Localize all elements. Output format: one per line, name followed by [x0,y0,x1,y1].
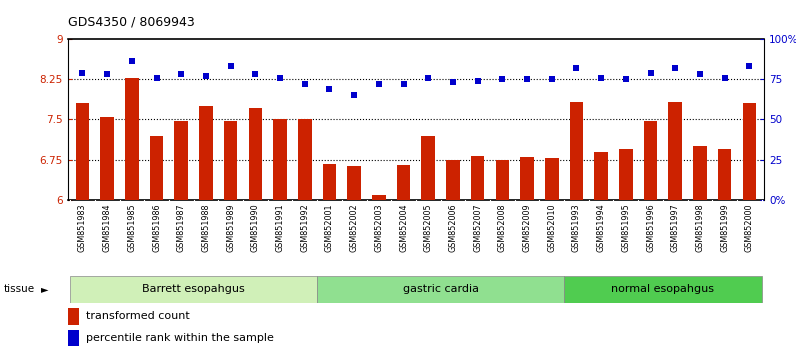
Point [200,73,213,79]
Point [471,78,484,84]
Point [595,75,607,80]
Point [175,72,188,77]
Text: GSM851987: GSM851987 [177,203,185,252]
Bar [76,103,89,200]
Bar [619,149,633,200]
Text: GSM851994: GSM851994 [597,203,606,252]
Bar [372,195,385,200]
Bar [248,108,262,200]
Text: normal esopahgus: normal esopahgus [611,284,714,295]
Point [224,63,237,69]
Bar [150,136,163,200]
Bar [100,117,114,200]
Text: GSM852003: GSM852003 [374,203,384,252]
Point [397,81,410,87]
Bar [595,152,608,200]
Point [496,76,509,82]
Bar [693,146,707,200]
Bar [125,78,139,200]
Text: GSM851986: GSM851986 [152,203,161,252]
Text: GSM852007: GSM852007 [473,203,482,252]
Text: GSM851993: GSM851993 [572,203,581,252]
Bar [545,158,559,200]
Bar [447,160,460,200]
Text: GSM852004: GSM852004 [399,203,408,252]
Text: gastric cardia: gastric cardia [403,284,478,295]
Text: GSM851995: GSM851995 [622,203,630,252]
Text: GDS4350 / 8069943: GDS4350 / 8069943 [68,16,194,29]
Bar [570,102,583,200]
Text: GSM852009: GSM852009 [522,203,532,252]
Point [76,70,89,76]
Bar [68,308,79,325]
Text: GSM851997: GSM851997 [671,203,680,252]
Point [249,72,262,77]
Point [545,76,558,82]
Point [644,70,657,76]
Bar [70,276,317,303]
Bar [496,160,509,200]
Text: GSM852008: GSM852008 [498,203,507,252]
Point [323,86,336,92]
Bar [421,136,435,200]
Bar [273,119,287,200]
Bar [396,165,411,200]
Text: GSM852006: GSM852006 [448,203,458,252]
Point [274,75,287,80]
Text: GSM851998: GSM851998 [696,203,704,252]
Point [718,75,731,80]
Point [521,76,533,82]
Text: percentile rank within the sample: percentile rank within the sample [86,333,274,343]
Bar [298,119,311,200]
Text: GSM852010: GSM852010 [548,203,556,252]
Point [126,59,139,64]
Text: tissue: tissue [4,284,35,295]
Bar [644,121,657,200]
Text: GSM851983: GSM851983 [78,203,87,252]
Bar [347,166,361,200]
Text: GSM852000: GSM852000 [745,203,754,252]
Point [619,76,632,82]
Text: GSM851999: GSM851999 [720,203,729,252]
Text: GSM851988: GSM851988 [201,203,210,252]
Point [422,75,435,80]
Point [298,81,311,87]
Bar [68,330,79,347]
Bar [521,157,534,200]
Text: ►: ► [41,284,49,295]
Text: GSM851985: GSM851985 [127,203,136,252]
Bar [471,156,485,200]
Bar [718,149,732,200]
Point [743,63,755,69]
Bar [317,276,564,303]
Text: GSM851989: GSM851989 [226,203,235,252]
Text: GSM851990: GSM851990 [251,203,259,252]
Text: Barrett esopahgus: Barrett esopahgus [142,284,245,295]
Bar [174,121,188,200]
Text: GSM851984: GSM851984 [103,203,111,252]
Bar [224,121,237,200]
Text: GSM851996: GSM851996 [646,203,655,252]
Text: transformed count: transformed count [86,312,189,321]
Point [373,81,385,87]
Point [669,65,681,71]
Bar [669,102,682,200]
Point [447,80,459,85]
Text: GSM851991: GSM851991 [275,203,284,252]
Bar [199,106,213,200]
Bar [743,103,756,200]
Text: GSM852001: GSM852001 [325,203,334,252]
Point [101,72,114,77]
Text: GSM851992: GSM851992 [300,203,310,252]
Text: GSM852002: GSM852002 [349,203,359,252]
Point [570,65,583,71]
Point [693,72,706,77]
Bar [322,164,336,200]
Text: GSM852005: GSM852005 [423,203,433,252]
Point [150,75,163,80]
Bar [564,276,762,303]
Point [348,92,361,98]
